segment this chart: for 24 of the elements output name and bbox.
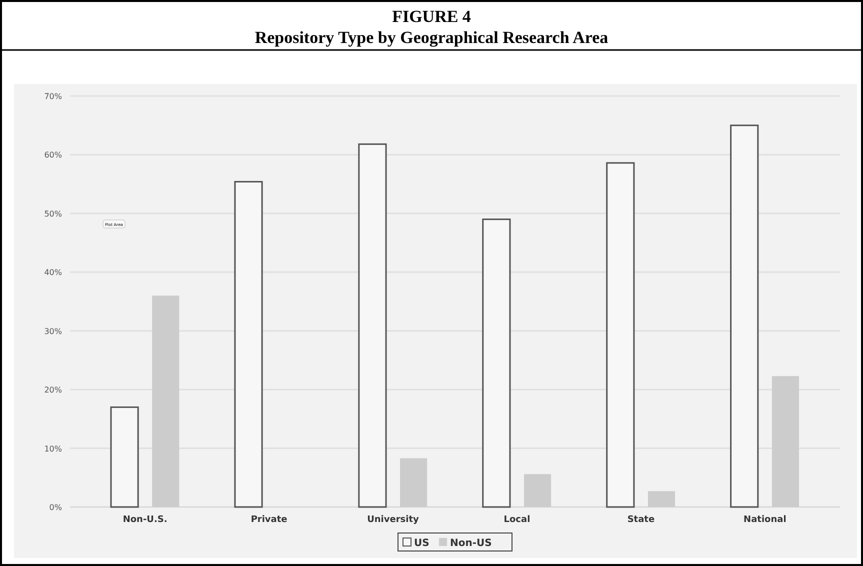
y-tick-label: 30% xyxy=(44,326,62,336)
y-tick-label: 70% xyxy=(44,92,62,101)
y-tick-label: 60% xyxy=(44,150,62,160)
y-tick-label: 20% xyxy=(44,386,62,395)
chart-title: FIGURE 4 xyxy=(392,7,472,26)
x-tick-label: Local xyxy=(504,515,530,525)
bar xyxy=(606,162,635,508)
x-tick-label: National xyxy=(744,515,786,525)
bar xyxy=(110,406,139,508)
x-tick-label: University xyxy=(367,515,420,525)
y-tick-label: 0% xyxy=(49,503,62,512)
legend-label: US xyxy=(414,538,430,549)
x-tick-label: Private xyxy=(250,515,288,525)
bar xyxy=(358,143,387,508)
x-tick-label: Non-U.S. xyxy=(122,515,168,525)
y-tick-label: 50% xyxy=(44,209,62,218)
bar xyxy=(730,124,759,508)
chart-subtitle: Repository Type by Geographical Research Area xyxy=(254,28,609,47)
y-tick-label: 40% xyxy=(44,268,62,278)
bar xyxy=(234,180,263,508)
y-tick-label: 10% xyxy=(44,444,62,454)
legend-label: Non-US xyxy=(450,538,492,549)
bar xyxy=(482,218,511,508)
x-tick-label: State xyxy=(627,515,655,525)
